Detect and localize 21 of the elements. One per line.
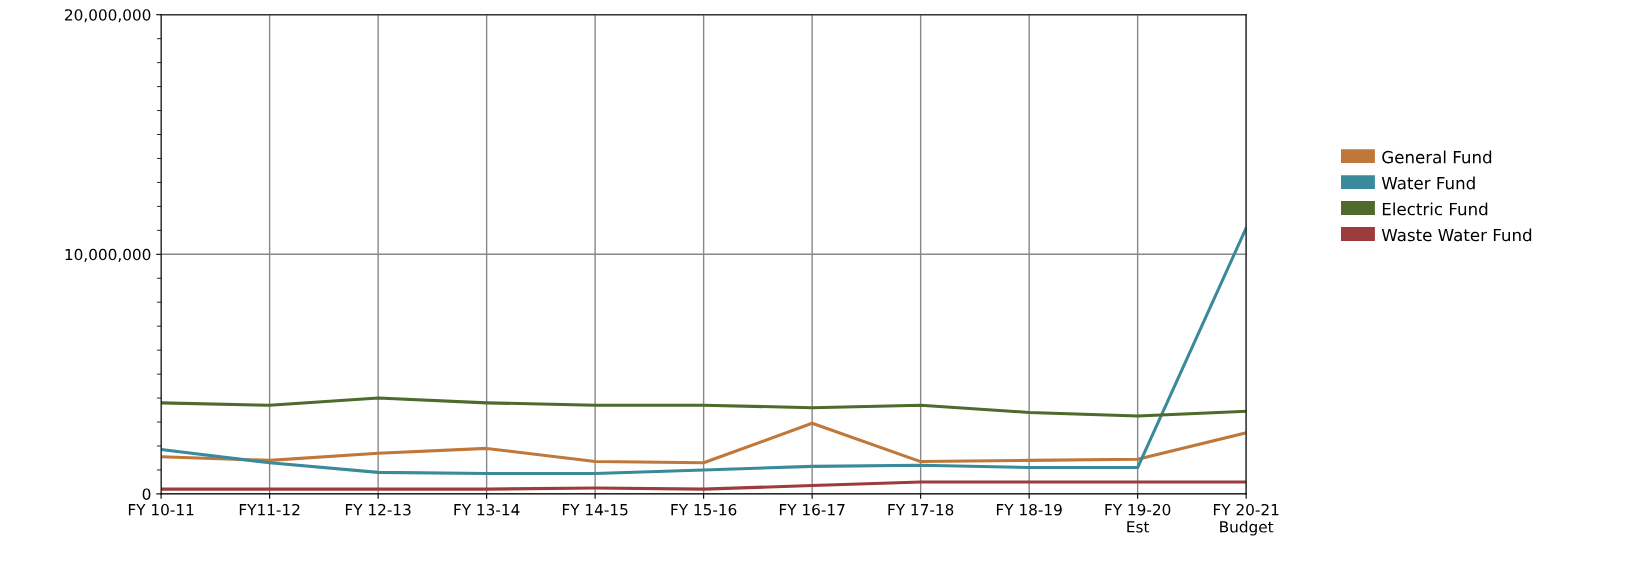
line-series	[161, 226, 1247, 476]
x-tick-label: FY 19-20 Est	[1105, 503, 1171, 533]
x-tick-label: FY 17-18	[888, 503, 954, 516]
y-tick-label: 10,000,000	[65, 248, 151, 262]
x-tick-label: FY11-12	[239, 503, 300, 516]
x-tick-label: FY 13-14	[454, 503, 520, 516]
line-series	[161, 421, 1247, 465]
x-tick-label: FY 15-16	[671, 503, 737, 516]
legend-label: Electric Fund	[1382, 202, 1488, 216]
x-tick-label: FY 20-21 Budget	[1213, 503, 1279, 536]
y-tick-label: 20,000,000	[65, 9, 151, 23]
legend-label: General Fund	[1382, 150, 1492, 164]
x-tick-label: FY 16-17	[779, 503, 845, 516]
line-series	[161, 396, 1247, 418]
x-tick-label: FY 12-13	[345, 503, 411, 516]
x-tick-label: FY 18-19	[996, 503, 1062, 516]
x-tick-label: FY 10-11	[128, 503, 194, 516]
legend-label: Water Fund	[1381, 176, 1475, 190]
y-tick-label: 0	[142, 488, 151, 500]
legend-label: Waste Water Fund	[1381, 228, 1532, 242]
x-tick-label: FY 14-15	[562, 504, 628, 516]
